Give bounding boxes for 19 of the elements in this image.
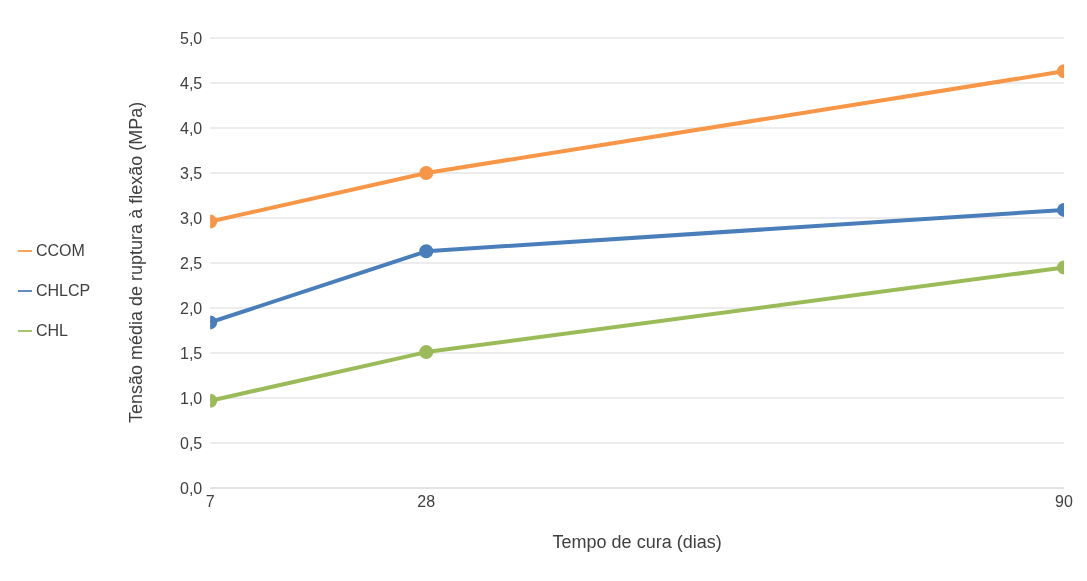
legend-label: CCOM xyxy=(36,241,85,259)
y-tick-label: 0,5 xyxy=(179,434,203,452)
y-tick-label: 4,0 xyxy=(179,119,203,137)
legend-label: CHL xyxy=(36,321,69,339)
y-tick-label: 2,0 xyxy=(179,299,203,317)
y-tick-label: 3,0 xyxy=(179,209,203,227)
y-tick-label: 4,5 xyxy=(179,74,203,92)
y-tick-label: 1,5 xyxy=(179,344,203,362)
y-tick-label: 5,0 xyxy=(179,29,203,47)
legend-label: CHLCP xyxy=(36,281,91,299)
x-tick-label: 28 xyxy=(417,493,436,511)
y-tick-label: 0,0 xyxy=(179,479,203,497)
y-tick-label: 1,0 xyxy=(179,389,203,407)
y-tick-label: 2,5 xyxy=(179,254,203,272)
y-tick-label: 3,5 xyxy=(179,164,203,182)
x-tick-label: 90 xyxy=(1055,493,1073,511)
x-tick-label: 7 xyxy=(205,493,215,511)
x-axis-title: Tempo de cura (dias) xyxy=(552,532,722,552)
y-axis-title: Tensão média de ruptura à flexão (MPa) xyxy=(125,101,146,423)
